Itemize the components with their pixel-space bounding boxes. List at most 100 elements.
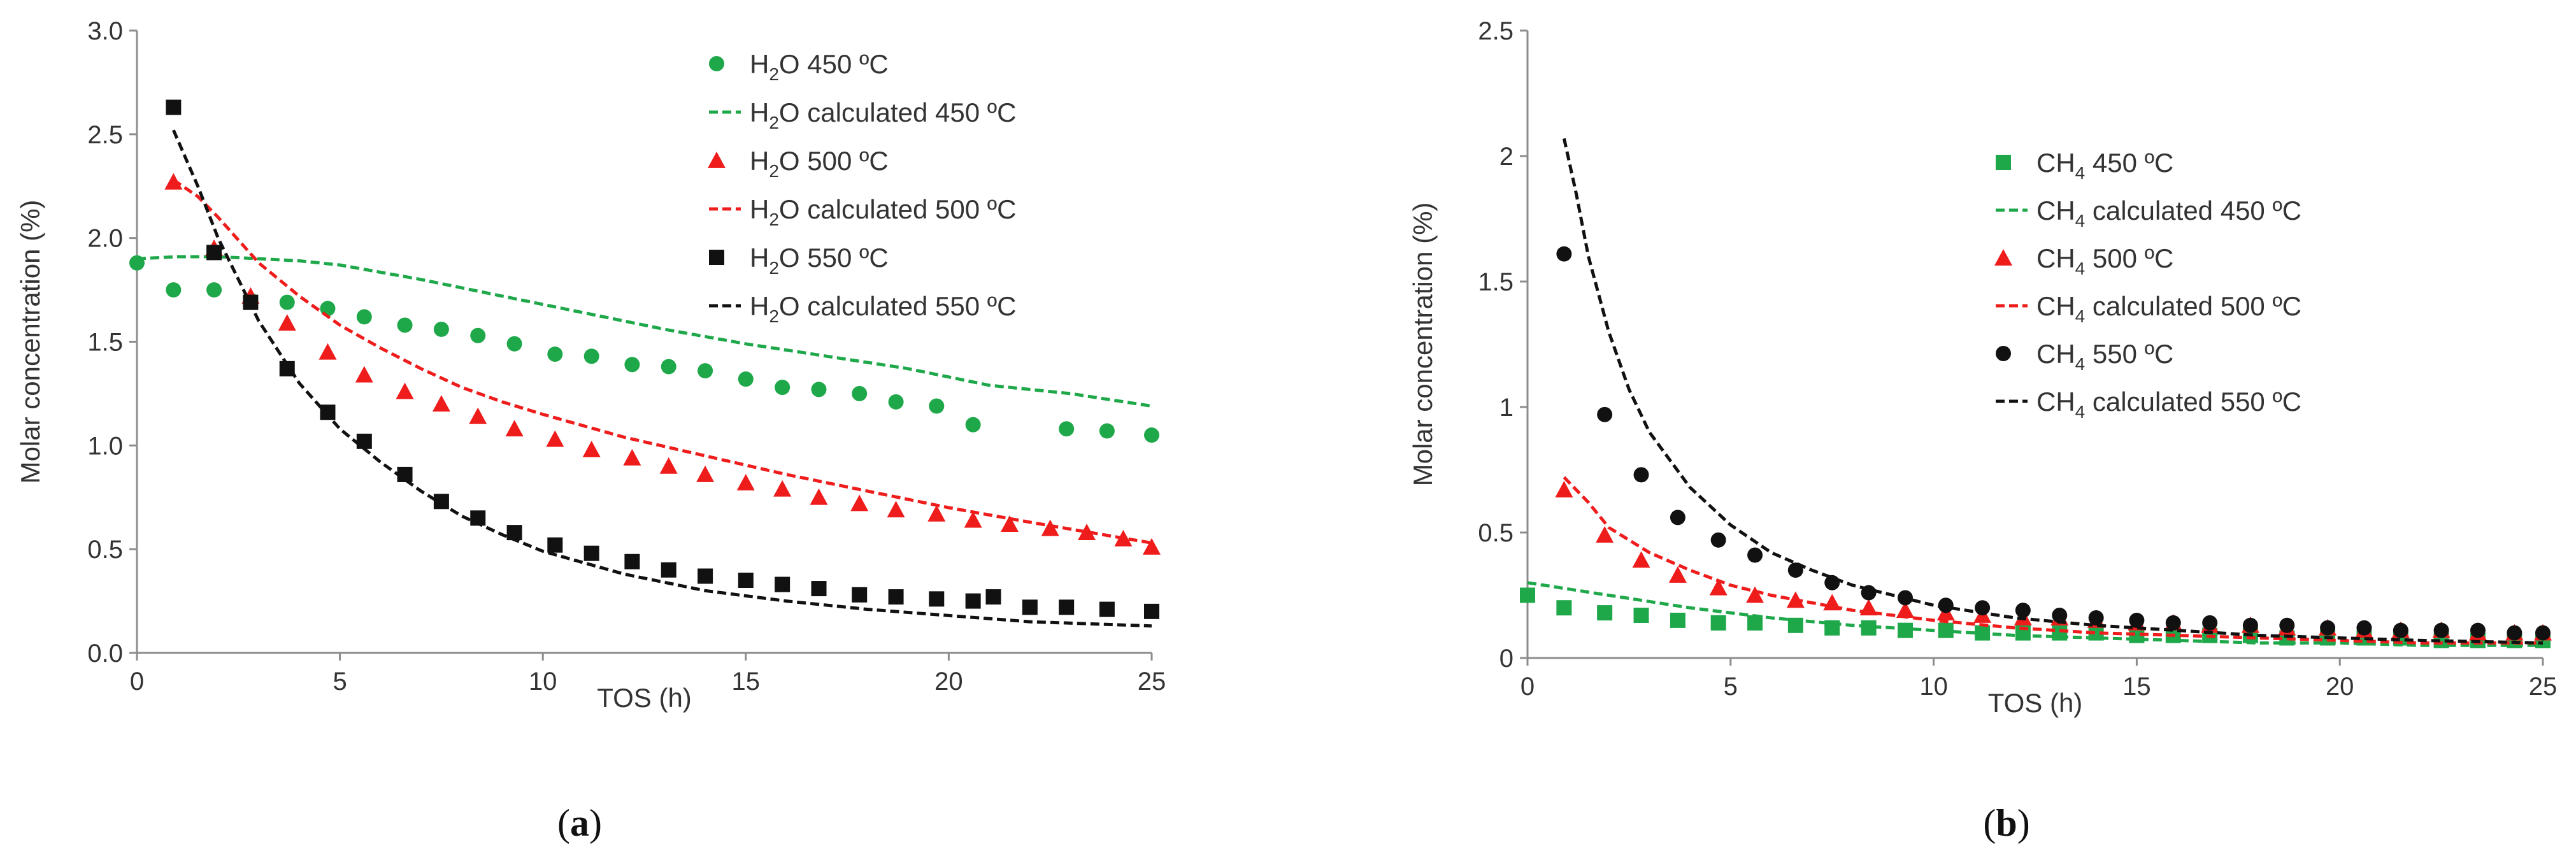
chart-a: 0.0 0.5 1.0 1.5 2.0 2.5 3.0 0 5 10 15 20 25 TOS (h) Mo… <box>15 17 1166 844</box>
legend-text: CH <box>2036 243 2075 273</box>
data-point <box>985 589 1001 605</box>
data-point <box>166 282 182 298</box>
data-point <box>432 395 450 412</box>
data-point <box>1000 515 1019 532</box>
legend-label: H2O calculated 500 ºC <box>750 194 1016 229</box>
legend-marker <box>1996 346 2011 361</box>
data-point <box>888 394 904 410</box>
x-tick-label: 0 <box>130 668 144 696</box>
caption-paren: ) <box>589 802 602 844</box>
legend-text: H <box>750 243 769 273</box>
series <box>172 129 1152 628</box>
legend-text: 500 ºC <box>2085 243 2173 273</box>
legend-marker <box>708 152 726 168</box>
y-tick-label: 2.0 <box>87 225 123 253</box>
legend-text: H <box>750 291 769 321</box>
data-point <box>852 587 868 603</box>
legend-label: CH4 calculated 500 ºC <box>2036 291 2301 326</box>
data-point <box>279 294 295 310</box>
series-line <box>172 178 1152 545</box>
data-point <box>166 99 182 115</box>
data-point <box>887 501 905 518</box>
data-point <box>469 407 487 424</box>
data-point <box>506 336 522 352</box>
series <box>1562 138 2544 645</box>
data-point <box>1041 519 1059 536</box>
legend-label: CH4 calculated 450 ºC <box>2036 196 2301 231</box>
y-tick-label: 0.0 <box>87 640 123 668</box>
x-axis-title: TOS (h) <box>1988 688 2083 718</box>
y-tick-label: 1 <box>1499 394 1513 422</box>
data-point <box>1633 608 1649 624</box>
data-point <box>852 385 868 401</box>
data-point <box>775 380 791 396</box>
data-point <box>433 321 449 337</box>
series-line <box>1563 476 2543 645</box>
data-point <box>2129 612 2145 628</box>
legend-subscript: 2 <box>769 258 779 278</box>
series <box>166 99 1159 619</box>
data-point <box>929 591 945 607</box>
series <box>1527 581 2543 647</box>
legend-marker <box>709 250 724 265</box>
data-point <box>1938 597 1954 613</box>
y-tick-label: 1.5 <box>1478 268 1513 296</box>
legend-subscript: 2 <box>769 210 779 229</box>
legend-text: CH <box>2036 148 2075 178</box>
legend-text: CH <box>2036 196 2075 225</box>
chart-b: 0 0.5 1 1.5 2 2.5 0 5 10 15 20 25 TOS (h) Molar conce… <box>1408 17 2557 844</box>
y-tick-label: 3.0 <box>87 17 123 45</box>
data-point <box>355 366 373 383</box>
data-point <box>1555 481 1573 497</box>
data-point <box>1670 612 1685 628</box>
series <box>172 178 1152 545</box>
data-point <box>661 562 676 578</box>
x-axis-title: TOS (h) <box>597 683 692 713</box>
y-tick-label: 0.5 <box>1478 519 1513 547</box>
legend-label: H2O 550 ºC <box>750 243 889 278</box>
data-point <box>1059 599 1075 615</box>
data-point <box>1099 601 1115 617</box>
data-point <box>1596 526 1614 543</box>
data-point <box>318 343 337 360</box>
data-point <box>1078 524 1096 541</box>
legend-text: O calculated 450 ºC <box>779 97 1017 127</box>
legend-text: 550 ºC <box>2085 339 2173 369</box>
data-point <box>927 504 946 522</box>
data-point <box>850 494 869 511</box>
data-point <box>810 488 828 505</box>
caption-paren: ( <box>557 802 570 844</box>
data-point <box>736 473 755 490</box>
y-tick-label: 1.0 <box>87 432 123 460</box>
data-point <box>1633 467 1649 483</box>
legend-text: CH <box>2036 387 2075 417</box>
y-tick-label: 2.5 <box>87 121 123 149</box>
x-tick-label: 10 <box>1919 673 1948 701</box>
data-point <box>964 511 982 528</box>
data-point <box>698 363 713 379</box>
data-point <box>2535 625 2551 641</box>
legend-subscript: 2 <box>769 64 779 84</box>
legend-text: H <box>750 97 769 127</box>
data-point <box>2507 625 2522 641</box>
y-tick-label: 0.5 <box>87 536 123 564</box>
data-point <box>1668 566 1687 583</box>
data-point <box>1144 427 1159 443</box>
data-point <box>1144 603 1159 619</box>
legend-text: O calculated 550 ºC <box>779 291 1017 321</box>
y-tick-label: 2.5 <box>1478 17 1513 45</box>
data-point <box>1520 587 1535 603</box>
data-point <box>582 440 601 457</box>
legend-subscript: 4 <box>2075 211 2086 231</box>
series-line <box>1527 581 2543 647</box>
legend-text: 450 ºC <box>2085 148 2173 178</box>
data-point <box>547 347 563 362</box>
data-point <box>888 589 904 605</box>
series-line <box>1562 138 2544 645</box>
legend-marker <box>1994 249 2012 266</box>
data-point <box>696 465 715 482</box>
data-point <box>2052 608 2068 624</box>
